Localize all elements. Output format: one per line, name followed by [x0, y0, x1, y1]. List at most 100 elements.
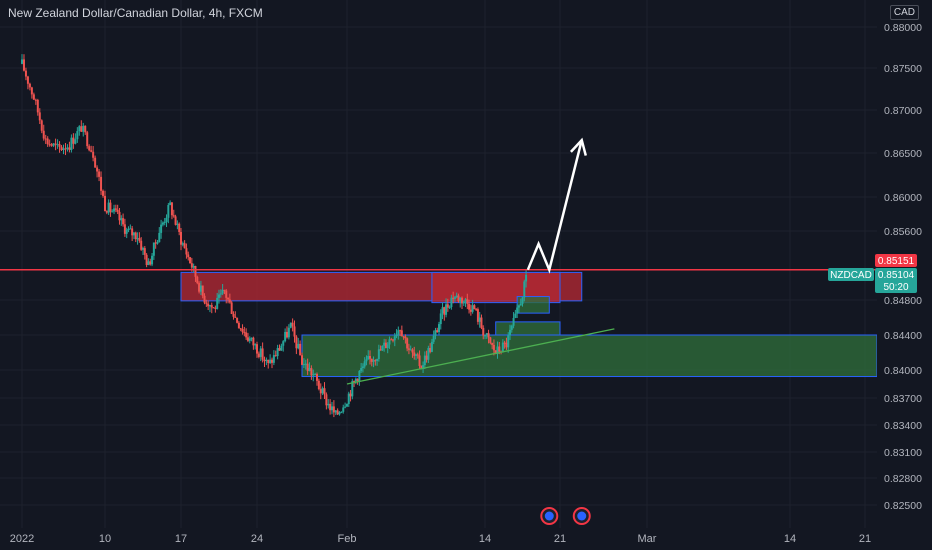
candle-body [36, 99, 39, 113]
candle-body [344, 406, 347, 408]
candle-body [194, 266, 197, 277]
candle-body [207, 303, 210, 307]
candle-body [338, 412, 341, 415]
candle-body [102, 190, 105, 196]
candle-body [384, 342, 387, 348]
candle-body [257, 353, 260, 357]
time-tick-label: 14 [784, 533, 796, 545]
candle-body [334, 410, 337, 413]
candle-body [50, 144, 53, 146]
candle-body [478, 317, 481, 322]
demand-zone [495, 321, 561, 336]
candle-body [492, 344, 495, 351]
candle-body [316, 374, 318, 381]
candle-body [94, 157, 97, 168]
candle-body [388, 339, 391, 345]
candle-body [514, 313, 517, 318]
candle-body [278, 348, 281, 351]
candle-body [147, 261, 150, 265]
projection-path [526, 139, 583, 274]
candle-body [286, 331, 288, 338]
candle-body [239, 328, 242, 330]
candle-body [212, 307, 215, 309]
candle-body [21, 59, 23, 64]
candle-body [392, 339, 394, 341]
price-tick-label: 0.86000 [884, 192, 922, 204]
zones [180, 271, 878, 378]
candle-body [418, 355, 421, 367]
candle-body [64, 148, 67, 150]
currency-badge[interactable]: CAD [889, 5, 919, 20]
candle-body [42, 130, 45, 139]
time-tick-label: 14 [479, 533, 491, 545]
candle-body [353, 381, 356, 383]
time-tick-label: 21 [859, 533, 871, 545]
candle-body [72, 137, 75, 144]
candle-body [323, 388, 326, 395]
price-tick-label: 0.87500 [884, 63, 922, 75]
candle-body [241, 328, 244, 333]
candle-body [367, 355, 370, 360]
candle-body [321, 388, 324, 394]
candle-body [272, 355, 275, 363]
candle-body [174, 216, 177, 225]
candle-body [274, 355, 277, 357]
candle-body [423, 355, 426, 366]
time-tick-label: 10 [99, 533, 111, 545]
candle-body [347, 393, 350, 405]
candle-body [134, 232, 137, 240]
candle-body [140, 240, 143, 250]
candle-body [438, 324, 440, 333]
price-tick-label: 0.84800 [884, 295, 922, 307]
time-tick-label: 2022 [10, 533, 34, 545]
candle-body [107, 202, 110, 213]
candle-body [349, 393, 352, 397]
candle-body [327, 403, 330, 406]
candle-body [208, 305, 211, 307]
candle-body [250, 337, 253, 339]
candle-body [245, 332, 248, 338]
candle-body [84, 125, 87, 133]
candle-body [376, 359, 379, 361]
candle-body [225, 290, 228, 298]
candle-body [395, 334, 398, 337]
candle-body [342, 407, 345, 412]
time-axis[interactable]: 2022 10 17 24 Feb 14 21 Mar 14 21 [0, 528, 932, 550]
candle-body [372, 360, 375, 362]
candle-body [358, 370, 361, 381]
candle-body [271, 359, 273, 363]
price-tick-label: 0.82500 [884, 500, 922, 512]
candle-body [192, 266, 195, 268]
candle-body [331, 406, 333, 411]
candle-body [287, 327, 290, 338]
trendline [346, 328, 615, 385]
candle-body [80, 126, 83, 132]
candle-body [76, 131, 79, 140]
candle-body [457, 295, 460, 302]
candle-body [125, 229, 128, 234]
candle-body [169, 202, 172, 206]
candle-body [496, 346, 499, 354]
candle-body [332, 406, 335, 413]
candle-body [170, 202, 173, 216]
candle-body [70, 137, 73, 150]
candle-body [509, 329, 511, 336]
candle-body [74, 139, 77, 144]
candle-body [489, 337, 492, 344]
candle-body [210, 305, 213, 308]
event-marker-flag [577, 511, 587, 521]
candle-body [26, 76, 29, 84]
candle-body [469, 309, 472, 312]
candle-body [443, 307, 446, 315]
candle-body [370, 358, 373, 362]
candle-body [369, 355, 371, 359]
candle-body [24, 70, 27, 77]
candle-body [118, 211, 121, 221]
candle-body [498, 346, 501, 352]
price-tick-label: 0.88000 [884, 22, 922, 34]
candle-body [276, 348, 279, 356]
candle-body [252, 337, 255, 346]
candle-body [34, 99, 37, 101]
grid [0, 0, 877, 528]
